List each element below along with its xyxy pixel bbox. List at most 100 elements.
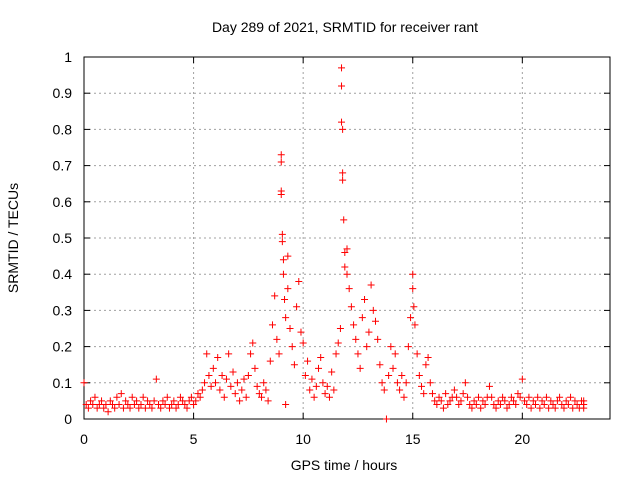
- data-point: [295, 277, 303, 285]
- data-point: [516, 393, 524, 401]
- data-point: [262, 386, 270, 394]
- data-point: [117, 390, 125, 398]
- data-point: [183, 404, 191, 412]
- data-point: [179, 397, 187, 405]
- y-tick-label: 0: [64, 411, 72, 427]
- data-point: [380, 386, 388, 394]
- data-point: [242, 393, 250, 401]
- data-point: [229, 368, 237, 376]
- data-point: [203, 350, 211, 358]
- data-point: [475, 393, 482, 401]
- data-point: [358, 314, 366, 322]
- data-point: [82, 401, 90, 409]
- data-point: [437, 397, 445, 405]
- data-point: [273, 335, 281, 343]
- data-point: [106, 397, 114, 405]
- data-point: [464, 393, 472, 401]
- data-point: [529, 397, 537, 405]
- data-point: [218, 372, 226, 380]
- data-point: [172, 404, 180, 412]
- y-tick-label: 0.5: [53, 230, 73, 246]
- data-point: [422, 361, 430, 369]
- y-tick-labels: 0 0.1 0.2 0.3 0.4 0.5 0.6 0.7 0.8 0.9 1: [53, 49, 73, 427]
- data-point: [190, 401, 198, 409]
- data-point: [455, 401, 463, 409]
- data-point: [470, 397, 478, 405]
- data-point: [152, 375, 160, 383]
- data-point: [521, 397, 529, 405]
- data-point: [306, 386, 314, 394]
- data-point: [334, 339, 342, 347]
- data-point: [540, 401, 548, 409]
- data-point: [102, 401, 110, 409]
- data-point: [365, 328, 373, 336]
- data-point: [192, 397, 200, 405]
- data-point: [236, 397, 244, 405]
- data-point: [376, 361, 384, 369]
- data-point: [472, 401, 480, 409]
- data-point: [220, 393, 228, 401]
- chart-title: Day 289 of 2021, SRMTID for receiver ran…: [212, 19, 478, 35]
- data-point: [95, 401, 103, 409]
- data-point: [387, 343, 395, 351]
- x-tick-label: 20: [515, 431, 531, 447]
- data-point: [319, 379, 327, 387]
- x-tick-label: 5: [190, 431, 198, 447]
- data-point: [490, 401, 498, 409]
- data-point: [321, 390, 329, 398]
- data-point: [534, 393, 542, 401]
- data-point: [339, 169, 347, 177]
- data-point: [150, 397, 158, 405]
- data-point: [338, 82, 346, 90]
- data-point: [338, 64, 346, 72]
- data-point: [499, 393, 507, 401]
- data-point: [371, 317, 379, 325]
- x-axis-label: GPS time / hours: [291, 457, 398, 473]
- data-point: [163, 393, 171, 401]
- data-point: [111, 404, 119, 412]
- data-point: [361, 296, 369, 304]
- data-point: [562, 397, 570, 405]
- data-point: [369, 306, 377, 314]
- data-point: [485, 382, 493, 390]
- y-tick-label: 1: [64, 49, 72, 65]
- data-point: [505, 401, 513, 409]
- data-point: [332, 350, 340, 358]
- data-point: [277, 158, 285, 166]
- data-point: [165, 404, 173, 412]
- data-point: [194, 390, 202, 398]
- data-point: [413, 350, 421, 358]
- data-point: [512, 401, 520, 409]
- data-point: [551, 404, 559, 412]
- data-point: [91, 393, 99, 401]
- y-tick-label: 0.3: [53, 302, 73, 318]
- data-point: [382, 415, 390, 423]
- data-point: [481, 401, 489, 409]
- data-point: [410, 303, 418, 311]
- data-point: [363, 343, 371, 351]
- data-point: [567, 393, 575, 401]
- data-point: [317, 353, 325, 361]
- data-point: [308, 375, 316, 383]
- data-point: [354, 350, 362, 358]
- data-point: [278, 238, 286, 246]
- data-point: [279, 256, 287, 264]
- data-point: [196, 393, 204, 401]
- data-series-srmtid: [80, 64, 588, 423]
- data-point: [580, 404, 588, 412]
- data-point: [510, 397, 518, 405]
- y-tick-label: 0.2: [53, 339, 73, 355]
- data-point: [185, 397, 193, 405]
- data-point: [255, 390, 263, 398]
- data-point: [503, 404, 511, 412]
- plot-frame: [83, 56, 611, 420]
- data-point: [435, 393, 443, 401]
- data-point: [137, 401, 145, 409]
- data-point: [477, 404, 485, 412]
- data-point: [523, 401, 531, 409]
- data-point: [201, 379, 209, 387]
- data-point: [409, 270, 417, 278]
- data-point: [281, 296, 289, 304]
- data-point: [391, 350, 399, 358]
- x-tick-label: 0: [80, 431, 88, 447]
